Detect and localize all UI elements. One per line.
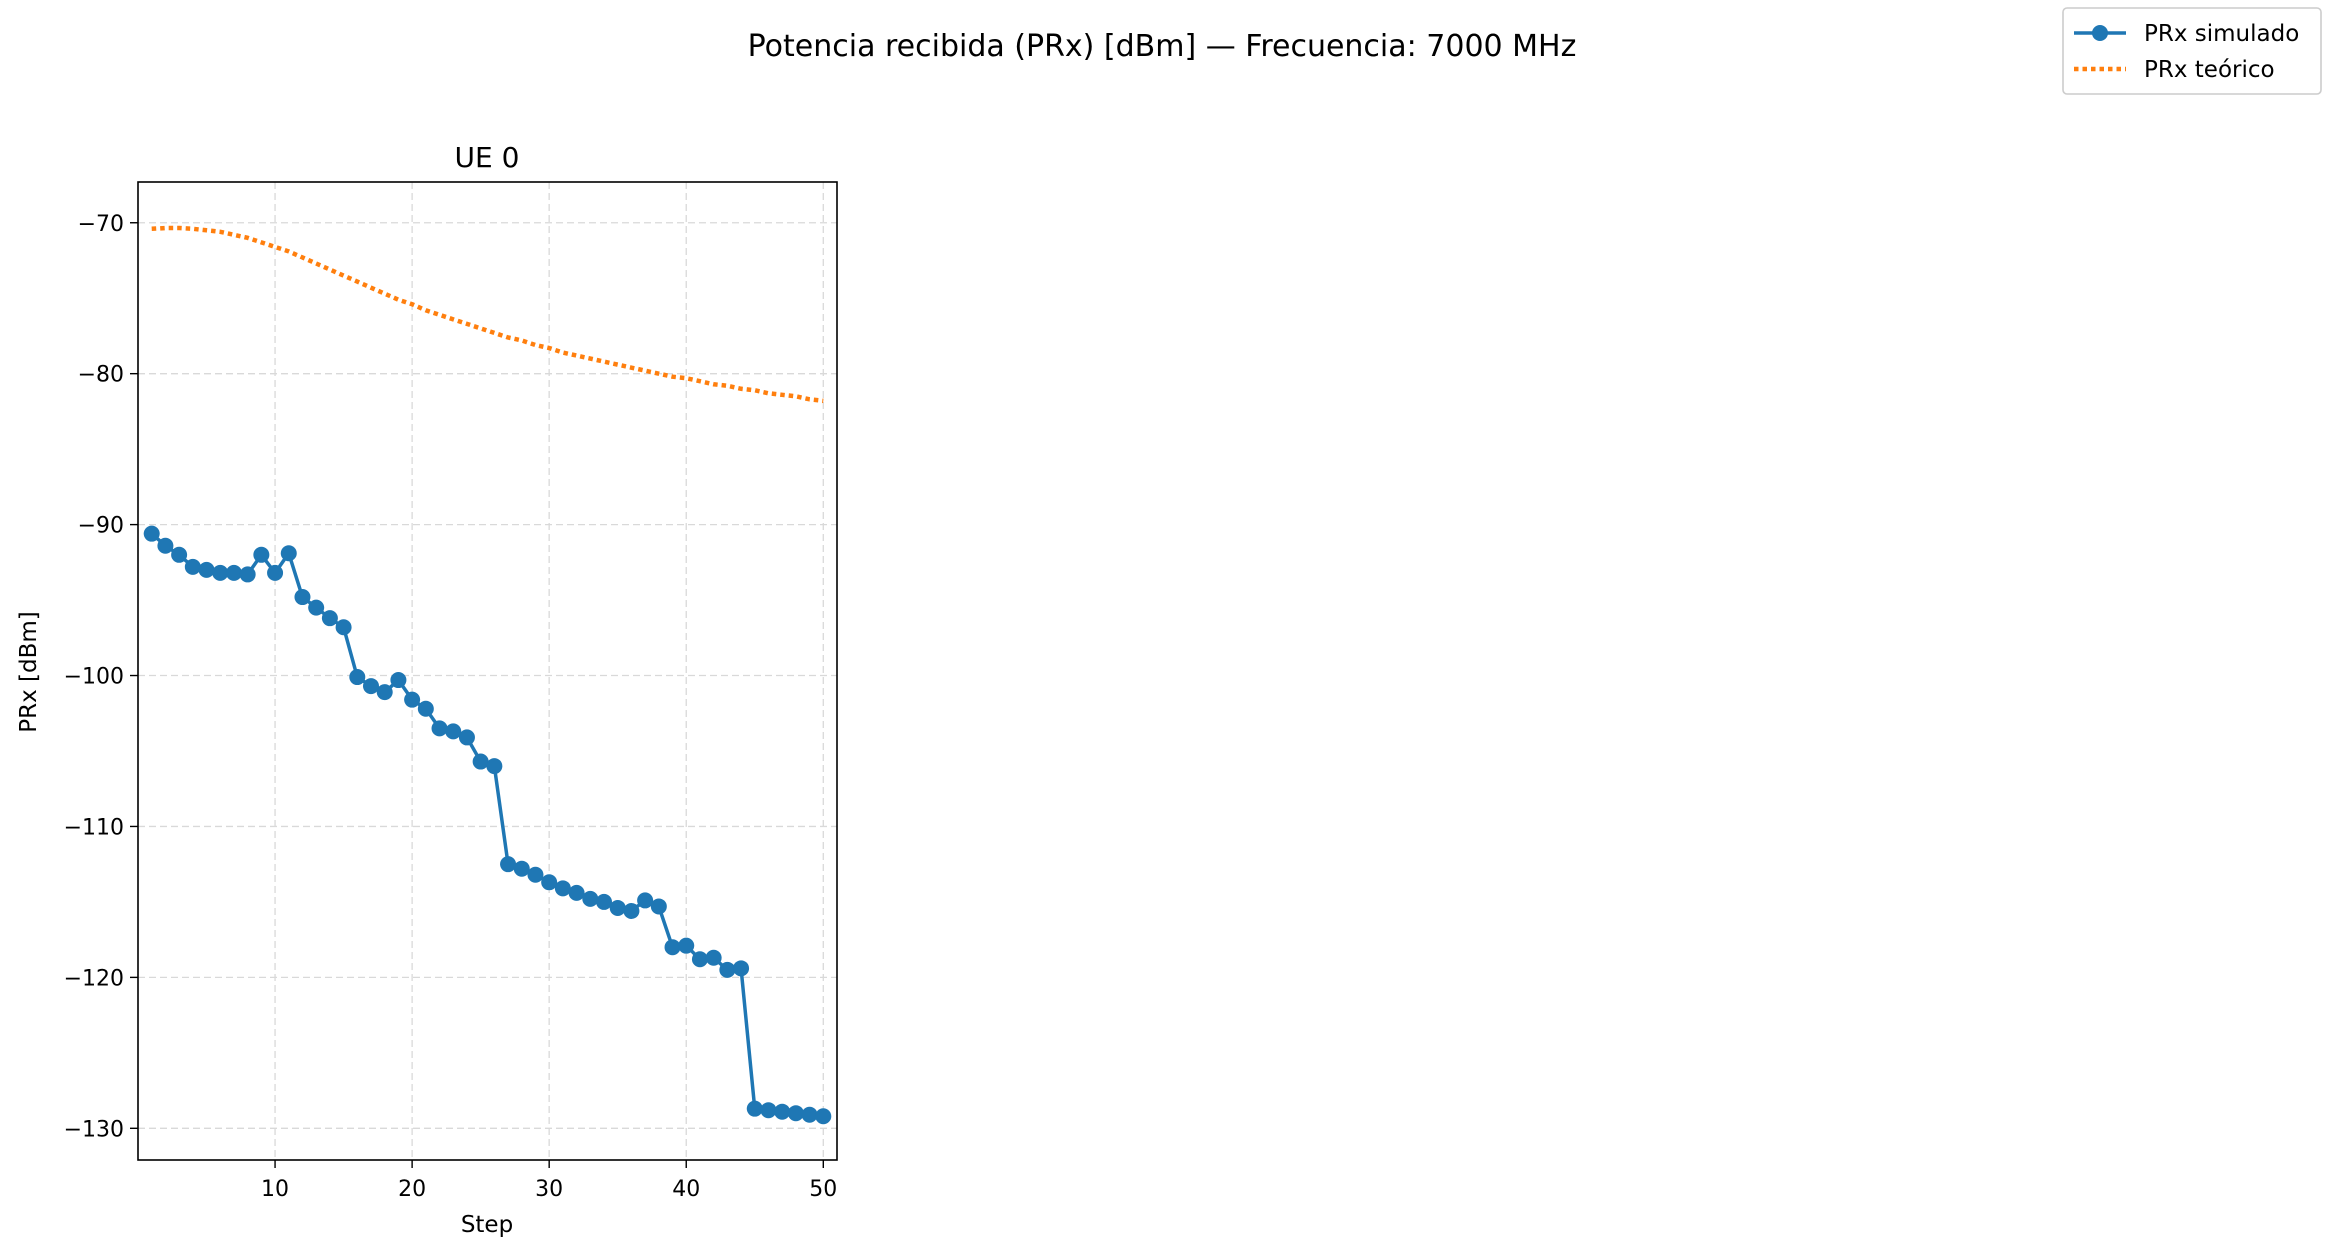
data-point-prx-simulado (184, 558, 201, 575)
x-tick-label: 50 (809, 1177, 837, 1202)
tick-layer: 10 20 30 40 50 −70 −80 −90 −100 −110 −120 −130 (64, 212, 838, 1202)
data-point-prx-simulado (691, 951, 708, 968)
legend-theoretical-label: PRx teórico (2144, 57, 2275, 83)
data-point-prx-simulado (143, 525, 160, 542)
data-point-prx-simulado (225, 564, 242, 581)
data-point-prx-simulado (472, 753, 489, 770)
data-point-prx-simulado (486, 758, 503, 775)
data-point-prx-simulado (267, 564, 284, 581)
data-point-prx-simulado (294, 589, 311, 606)
data-point-prx-simulado (554, 880, 571, 897)
y-tick-label: −70 (78, 212, 124, 237)
y-axis-label: PRx [dBm] (16, 611, 42, 733)
data-point-prx-simulado (760, 1102, 777, 1119)
x-tick-label: 20 (398, 1177, 426, 1202)
x-tick-label: 30 (535, 1177, 563, 1202)
data-point-prx-simulado (664, 939, 681, 956)
subplot-title: UE 0 (455, 141, 520, 174)
data-point-prx-simulado (363, 678, 379, 695)
data-point-prx-simulado (596, 893, 612, 910)
y-tick-label: −130 (64, 1117, 124, 1142)
grid-lines (138, 182, 837, 1160)
data-point-prx-simulado (404, 691, 421, 708)
data-point-prx-simulado (198, 561, 215, 578)
data-point-prx-simulado (541, 874, 558, 891)
data-point-prx-simulado (719, 961, 736, 978)
data-point-prx-simulado (568, 884, 585, 901)
x-axis-label: Step (461, 1212, 513, 1238)
data-point-prx-simulado (280, 545, 297, 562)
data-point-prx-simulado (335, 619, 352, 636)
data-point-prx-simulado (417, 700, 434, 717)
data-point-prx-simulado (650, 898, 667, 915)
legend-simulated-label: PRx simulado (2144, 21, 2299, 47)
x-tick-label: 40 (672, 1177, 700, 1202)
data-point-prx-simulado (390, 672, 407, 689)
data-point-prx-simulado (527, 866, 544, 883)
data-point-prx-simulado (774, 1103, 791, 1120)
data-point-prx-simulado (376, 684, 393, 701)
y-tick-label: −80 (78, 363, 124, 388)
x-tick-label: 10 (261, 1177, 289, 1202)
data-point-prx-simulado (623, 902, 640, 919)
data-point-prx-simulado (171, 546, 188, 563)
figure-title: Potencia recibida (PRx) [dBm] — Frecuenc… (748, 29, 1577, 64)
series-line-prx-teorico (151, 225, 824, 404)
y-tick-label: −100 (64, 665, 124, 690)
axes-frame (137, 181, 838, 1161)
data-point-prx-simulado (321, 610, 338, 627)
data-point-prx-simulado (212, 564, 229, 581)
data-point-prx-simulado (157, 537, 174, 554)
data-point-prx-simulado (253, 546, 270, 563)
data-point-prx-simulado (458, 729, 475, 746)
data-point-prx-simulado (431, 720, 448, 737)
series-layer (143, 225, 832, 1125)
data-point-prx-simulado (815, 1108, 832, 1125)
data-point-prx-simulado (239, 566, 256, 583)
y-tick-label: −90 (78, 514, 124, 539)
data-point-prx-simulado (582, 890, 599, 907)
data-point-prx-simulado (308, 599, 325, 616)
legend: PRx simulado PRx teórico (2062, 7, 2322, 95)
legend-simulated-marker (2092, 25, 2108, 41)
plot-area: 10 20 30 40 50 −70 −80 −90 −100 −110 −120 −130 (64, 181, 838, 1202)
data-point-prx-simulado (445, 723, 462, 740)
data-point-prx-simulado (349, 669, 366, 686)
data-point-prx-simulado (500, 856, 517, 873)
y-tick-label: −120 (64, 966, 124, 991)
y-tick-label: −110 (64, 815, 124, 840)
data-point-prx-simulado (513, 860, 530, 877)
legend-box (2062, 7, 2322, 95)
data-point-prx-simulado (801, 1106, 818, 1123)
data-point-prx-simulado (746, 1100, 763, 1117)
data-point-prx-simulado (787, 1105, 804, 1122)
data-point-prx-simulado (609, 899, 626, 916)
data-point-prx-simulado (705, 949, 722, 966)
data-point-prx-simulado (733, 960, 750, 977)
data-point-prx-simulado (637, 892, 654, 909)
data-point-prx-simulado (678, 937, 695, 954)
